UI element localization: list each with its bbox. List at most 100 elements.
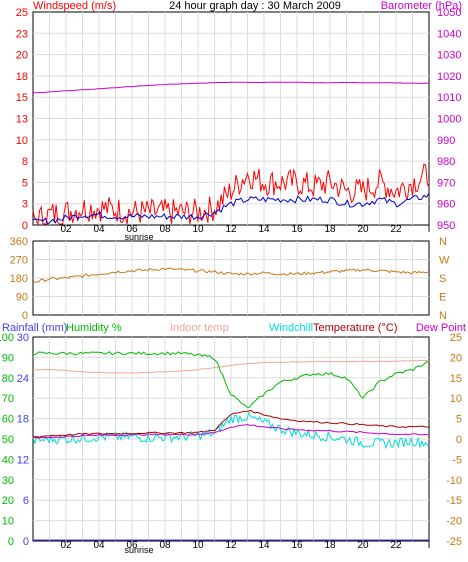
legend-dew-point: Dew Point: [416, 322, 466, 334]
temperature-tick: 15: [450, 373, 462, 385]
direction-tick: 90: [16, 292, 28, 304]
humidity-tick: 0: [8, 536, 14, 548]
dew-point-line: [32, 423, 430, 439]
barometer-tick: 960: [437, 199, 455, 211]
compass-tick: N: [439, 310, 447, 322]
barometer-line: [32, 81, 430, 94]
windspeed-tick: 18: [16, 71, 28, 83]
wind-x-tick: 08: [159, 224, 171, 235]
windspeed-tick: 23: [16, 28, 28, 40]
wind-x-tick: I: [428, 224, 431, 235]
compass-tick: E: [439, 292, 446, 304]
rainfall-tick: 0: [23, 536, 29, 548]
rainfall-tick: 30: [17, 332, 29, 344]
wind-x-tick: 20: [357, 224, 369, 235]
windspeed-tick: 10: [16, 135, 28, 147]
wind-x-tick: 04: [93, 224, 105, 235]
temp-x-tick: 20: [357, 540, 369, 551]
temp-x-tick: 14: [258, 540, 270, 551]
legend-rainfall: Rainfall (mm): [2, 322, 67, 334]
barometer-tick: 1050: [437, 7, 461, 19]
series-lines: [32, 81, 430, 541]
legend-humidity: Humidity %: [66, 322, 122, 334]
windspeed-tick: 5: [22, 177, 28, 189]
temperature-tick: 25: [450, 332, 462, 344]
humidity-tick: 50: [2, 434, 14, 446]
windspeed-tick: 0: [22, 220, 28, 232]
compass-tick: N: [439, 236, 447, 248]
humidity-tick: 30: [2, 475, 14, 487]
chart-title: 24 hour graph day : 30 March 2009: [169, 0, 341, 12]
windspeed-line: [32, 162, 430, 226]
temperature-tick: 10: [450, 393, 462, 405]
barometer-tick: 1020: [437, 71, 461, 83]
temp-x-tick: 02: [60, 540, 72, 551]
wind-x-tick: 06: [126, 224, 138, 235]
humidity-tick: 90: [2, 352, 14, 364]
wind-x-tick: 14: [258, 224, 270, 235]
legend-indoor-temp: Indoor temp: [170, 322, 229, 334]
wind-x-tick: 16: [291, 224, 303, 235]
wind-sunrise-label: sunrise: [124, 232, 153, 242]
temperature-tick: 20: [450, 352, 462, 364]
humidity-tick: 70: [2, 393, 14, 405]
windspeed-tick: 8: [22, 156, 28, 168]
barometer-axis-title: Barometer (hPa): [381, 0, 462, 12]
temp-x-tick: 12: [225, 540, 237, 551]
humidity-tick: 40: [2, 454, 14, 466]
rainfall-tick: 12: [17, 454, 29, 466]
temperature-tick: -20: [446, 516, 462, 528]
temp-x-tick: 08: [159, 540, 171, 551]
temp-x-tick: 22: [390, 540, 402, 551]
wind-x-tick: 18: [324, 224, 336, 235]
temperature-line: [32, 409, 430, 438]
humidity-tick: 60: [2, 414, 14, 426]
indoor-temp-line: [32, 359, 430, 374]
direction-tick: 180: [10, 273, 28, 285]
humidity-tick: 80: [2, 373, 14, 385]
humidity-tick: 20: [2, 495, 14, 507]
barometer-tick: 1010: [437, 92, 461, 104]
windspeed-axis-title: Windspeed (m/s): [33, 0, 116, 12]
temp-x-tick: 18: [324, 540, 336, 551]
wind-x-tick: 22: [390, 224, 402, 235]
windspeed-tick: 25: [16, 7, 28, 19]
windspeed-tick: 20: [16, 50, 28, 62]
wind-average-line: [32, 192, 430, 225]
barometer-tick: 970: [437, 177, 455, 189]
axis-labels: 02 04 06 08 10 12 14 16 18 20 22 I02 04 06 08 10 12 14 16 1…: [0, 7, 462, 551]
temp-sunrise-label: sunrise: [124, 545, 153, 555]
temperature-tick: -15: [446, 495, 462, 507]
rainfall-tick: 18: [17, 414, 29, 426]
wind-x-tick: 10: [192, 224, 204, 235]
rainfall-tick: 6: [23, 495, 29, 507]
compass-tick: S: [439, 273, 446, 285]
legend-windchill: Windchill: [269, 322, 313, 334]
humidity-tick: 100: [0, 332, 14, 344]
windspeed-tick: 13: [16, 114, 28, 126]
legend-temperature: Temperature (°C): [313, 322, 397, 334]
barometer-tick: 1040: [437, 28, 461, 40]
wind-x-tick: 12: [225, 224, 237, 235]
wind-x-tick: 02: [60, 224, 72, 235]
humidity-tick: 10: [2, 516, 14, 528]
temperature-tick: -25: [446, 536, 462, 548]
temperature-tick: -5: [452, 454, 462, 466]
temperature-tick: 5: [456, 414, 462, 426]
temp-x-tick: 06: [126, 540, 138, 551]
windspeed-tick: 15: [16, 92, 28, 104]
temp-x-tick: 10: [192, 540, 204, 551]
direction-tick: 360: [10, 236, 28, 248]
temp-x-tick: I: [428, 540, 431, 551]
grid-lines: [33, 12, 429, 541]
wind-direction-line: [32, 267, 430, 284]
barometer-tick: 950: [437, 220, 455, 232]
temp-x-tick: 04: [93, 540, 105, 551]
temp-x-tick: 16: [291, 540, 303, 551]
windchill-line: [32, 410, 430, 450]
compass-tick: W: [439, 255, 450, 267]
humidity-line: [32, 351, 430, 408]
temperature-tick: 0: [456, 434, 462, 446]
temperature-tick: -10: [446, 475, 462, 487]
